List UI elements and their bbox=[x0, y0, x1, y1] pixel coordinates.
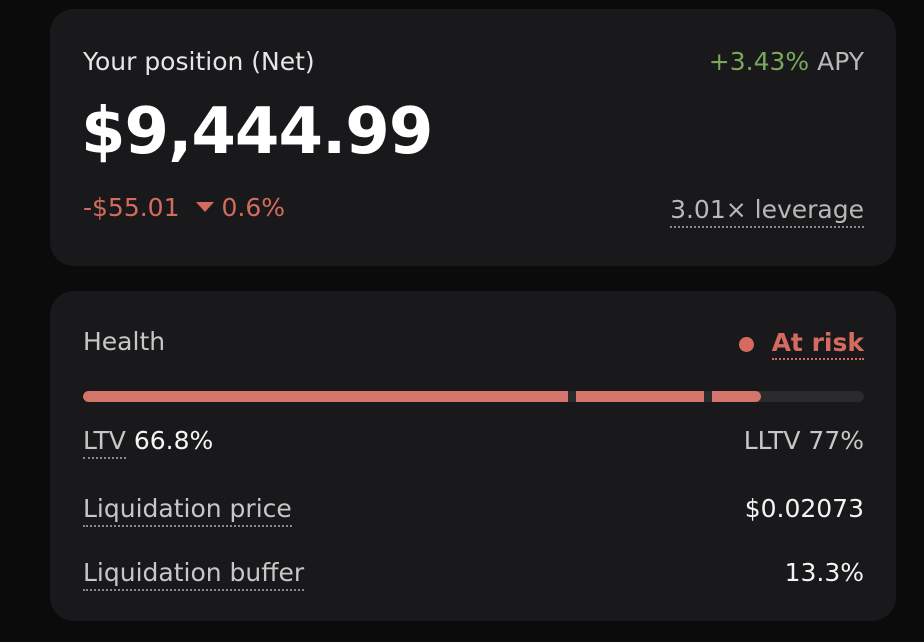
ltv-row: LTV 66.8% bbox=[83, 426, 214, 459]
liquidation-buffer-value: 13.3% bbox=[784, 558, 864, 587]
position-change: -$55.01 0.6% bbox=[83, 193, 285, 222]
change-percent: 0.6% bbox=[221, 193, 286, 222]
ltv-value: 66.8% bbox=[133, 426, 214, 455]
health-bar-segment-1 bbox=[83, 391, 568, 402]
health-label: Health bbox=[83, 327, 166, 356]
health-card: Health At risk LTV 66.8% LLTV 77% Liquida… bbox=[50, 291, 896, 621]
health-bar bbox=[83, 391, 864, 402]
caret-down-icon bbox=[195, 202, 214, 212]
health-status-label: At risk bbox=[771, 328, 864, 360]
liquidation-price-value: $0.02073 bbox=[744, 494, 864, 523]
leverage-tooltip-trigger[interactable]: 3.01× leverage bbox=[670, 195, 864, 228]
liquidation-buffer-label[interactable]: Liquidation buffer bbox=[83, 558, 305, 591]
status-dot-icon bbox=[738, 336, 754, 352]
apy-indicator: +3.43% APY bbox=[709, 47, 864, 76]
position-title: Your position (Net) bbox=[83, 47, 315, 76]
health-status[interactable]: At risk bbox=[738, 328, 864, 360]
position-card: Your position (Net) +3.43% APY $9,444.99… bbox=[50, 9, 896, 266]
net-position-value: $9,444.99 bbox=[81, 95, 433, 169]
health-bar-segment-2 bbox=[576, 391, 704, 402]
liquidation-price-label[interactable]: Liquidation price bbox=[83, 494, 292, 527]
apy-value: +3.43% bbox=[708, 47, 810, 76]
ltv-label[interactable]: LTV bbox=[83, 426, 126, 459]
apy-label: APY bbox=[817, 47, 864, 76]
health-bar-segment-3 bbox=[712, 391, 761, 402]
lltv-value: LLTV 77% bbox=[743, 426, 864, 455]
change-amount: -$55.01 bbox=[83, 193, 180, 222]
